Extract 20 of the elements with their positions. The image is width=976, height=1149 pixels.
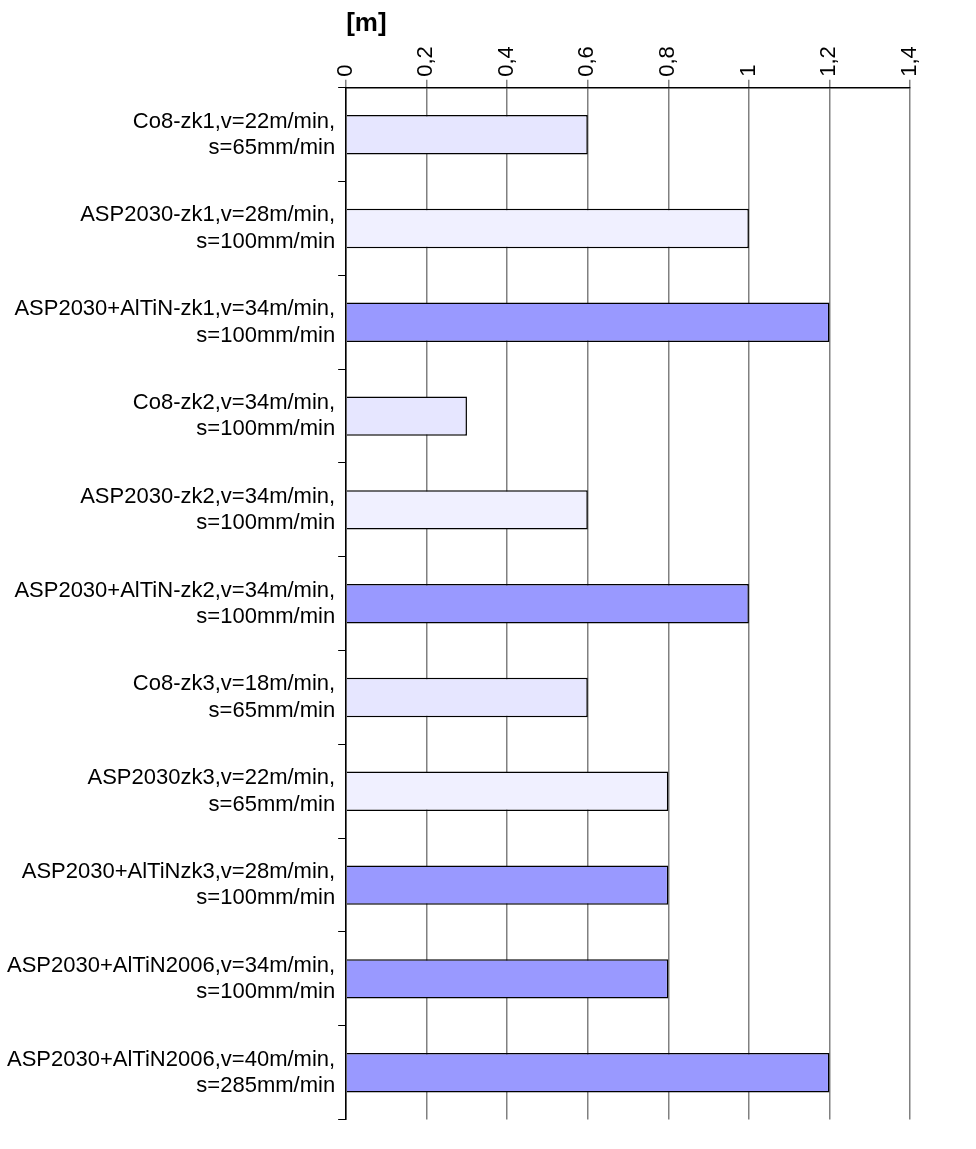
x-tick-label: 0,2: [412, 46, 438, 77]
x-tick-label: 0,8: [654, 46, 680, 77]
x-axis-title: [m]: [346, 6, 387, 37]
x-tick-label: 0: [331, 64, 357, 77]
y-tick-label: ASP2030+AlTiN2006,v=40m/min, s=285mm/min: [6, 1045, 336, 1097]
y-tick-label: ASP2030+AlTiN2006,v=34m/min, s=100mm/min: [6, 951, 336, 1004]
y-tick-label: ASP2030+AlTiN-zk1,v=34m/min, s=100mm/min: [14, 295, 336, 347]
y-tick-label: Co8-zk1,v=22m/min, s=65mm/min: [132, 107, 336, 159]
y-tick-label: Co8-zk3,v=18m/min, s=65mm/min: [132, 670, 336, 722]
x-tick-label: 1,2: [815, 46, 841, 77]
y-tick-label: Co8-zk2,v=34m/min, s=100mm/min: [132, 388, 336, 441]
x-tick-label: 1,4: [895, 46, 921, 77]
x-tick-label: 0,4: [492, 46, 518, 77]
y-tick-label: ASP2030-zk2,v=34m/min, s=100mm/min: [80, 482, 336, 535]
y-tick-label: ASP2030zk3,v=22m/min, s=65mm/min: [87, 764, 336, 816]
y-tick-label: ASP2030+AlTiN-zk2,v=34m/min, s=100mm/min: [14, 576, 336, 628]
x-tick-label: 1: [734, 64, 760, 77]
y-tick-label: ASP2030-zk1,v=28m/min, s=100mm/min: [80, 201, 336, 253]
y-tick-label: ASP2030+AlTiNzk3,v=28m/min, s=100mm/min: [21, 857, 336, 910]
x-tick-label: 0,6: [573, 46, 599, 77]
